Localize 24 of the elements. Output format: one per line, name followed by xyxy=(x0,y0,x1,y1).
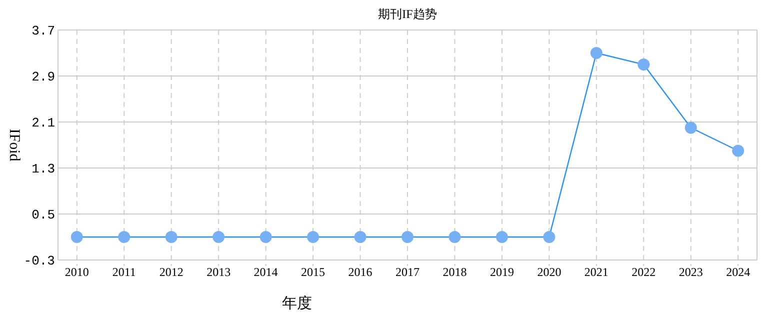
x-axis-title: 年度 xyxy=(282,295,312,312)
y-tick-label: 2.9 xyxy=(32,70,55,85)
x-tick-label: 2011 xyxy=(112,265,136,279)
y-tick-label: 2.1 xyxy=(32,116,56,131)
x-tick-label: 2021 xyxy=(584,265,608,279)
x-tick-label: 2024 xyxy=(726,265,750,279)
y-tick-label: -0.3 xyxy=(24,254,55,269)
x-tick-label: 2013 xyxy=(206,265,231,279)
chart-title: 期刊IF趋势 xyxy=(378,7,437,21)
x-tick-label: 2010 xyxy=(64,265,89,279)
x-tick-label: 2022 xyxy=(632,265,656,279)
x-tick-label: 2014 xyxy=(254,265,278,279)
y-tick-label: 0.5 xyxy=(32,208,55,223)
x-tick-label: 2023 xyxy=(678,265,703,279)
y-tick-label: 3.7 xyxy=(32,24,55,39)
x-tick-label: 2012 xyxy=(159,265,184,279)
x-tick-label: 2020 xyxy=(537,265,562,279)
x-tick-label: 2016 xyxy=(348,265,372,279)
x-tick-label: 2018 xyxy=(442,265,467,279)
y-axis-title: IFoid xyxy=(6,128,22,162)
y-tick-label: 1.3 xyxy=(32,162,55,177)
x-tick-label: 2019 xyxy=(490,265,514,279)
x-tick-label: 2015 xyxy=(301,265,326,279)
x-tick-label: 2017 xyxy=(396,265,420,279)
